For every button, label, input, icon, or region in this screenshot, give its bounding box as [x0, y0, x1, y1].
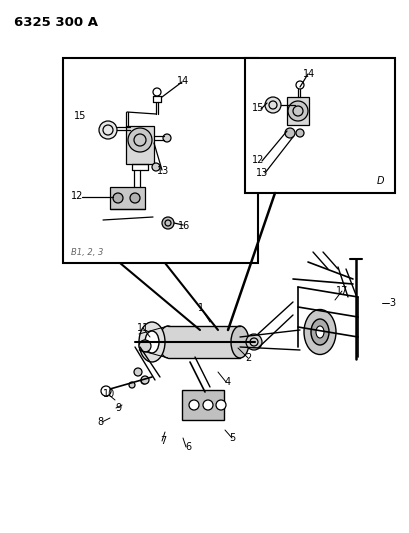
Text: B1, 2, 3: B1, 2, 3 — [71, 248, 103, 257]
Text: 4: 4 — [225, 377, 231, 387]
Circle shape — [141, 378, 147, 384]
Bar — [110, 187, 145, 209]
Circle shape — [134, 368, 142, 376]
Bar — [245, 58, 394, 193]
Circle shape — [216, 400, 225, 410]
Ellipse shape — [303, 310, 335, 354]
Text: 8: 8 — [97, 417, 103, 427]
Circle shape — [141, 376, 148, 384]
Bar — [286, 97, 308, 125]
Circle shape — [139, 340, 151, 352]
Circle shape — [113, 193, 123, 203]
Ellipse shape — [230, 326, 248, 358]
Bar — [182, 390, 223, 420]
Circle shape — [287, 101, 307, 121]
Ellipse shape — [139, 322, 164, 362]
Circle shape — [295, 129, 303, 137]
Circle shape — [245, 334, 261, 350]
Circle shape — [264, 97, 280, 113]
Text: 6325 300 A: 6325 300 A — [14, 15, 98, 28]
Circle shape — [284, 128, 294, 138]
Circle shape — [152, 163, 160, 171]
Text: 5: 5 — [228, 433, 234, 443]
Circle shape — [162, 217, 173, 229]
Text: 10: 10 — [103, 389, 115, 399]
Text: 11: 11 — [137, 323, 149, 333]
Text: 15: 15 — [251, 103, 263, 113]
Text: 15: 15 — [74, 111, 86, 121]
Circle shape — [130, 193, 139, 203]
Bar — [126, 126, 154, 164]
Text: 2: 2 — [244, 353, 250, 363]
Ellipse shape — [310, 319, 328, 345]
Text: 16: 16 — [178, 221, 190, 231]
Text: 14: 14 — [302, 69, 315, 79]
Text: 13: 13 — [255, 168, 267, 178]
Text: 12: 12 — [251, 155, 263, 165]
Circle shape — [128, 128, 152, 152]
Text: 6: 6 — [184, 442, 191, 452]
Circle shape — [163, 134, 171, 142]
Bar — [63, 58, 257, 263]
Text: 17: 17 — [335, 286, 347, 296]
Text: 13: 13 — [157, 166, 169, 176]
Ellipse shape — [159, 326, 177, 358]
Text: 3: 3 — [388, 298, 394, 308]
Text: 14: 14 — [176, 76, 189, 86]
Text: 12: 12 — [71, 191, 83, 201]
Circle shape — [99, 121, 117, 139]
Text: 1: 1 — [198, 303, 204, 313]
Text: 7: 7 — [160, 436, 166, 446]
Circle shape — [189, 400, 198, 410]
Bar — [168, 326, 239, 358]
Ellipse shape — [315, 326, 323, 338]
Text: 9: 9 — [115, 403, 121, 413]
Circle shape — [101, 386, 111, 396]
Circle shape — [202, 400, 213, 410]
Text: D: D — [376, 176, 384, 186]
Circle shape — [129, 382, 135, 388]
Ellipse shape — [145, 331, 159, 353]
